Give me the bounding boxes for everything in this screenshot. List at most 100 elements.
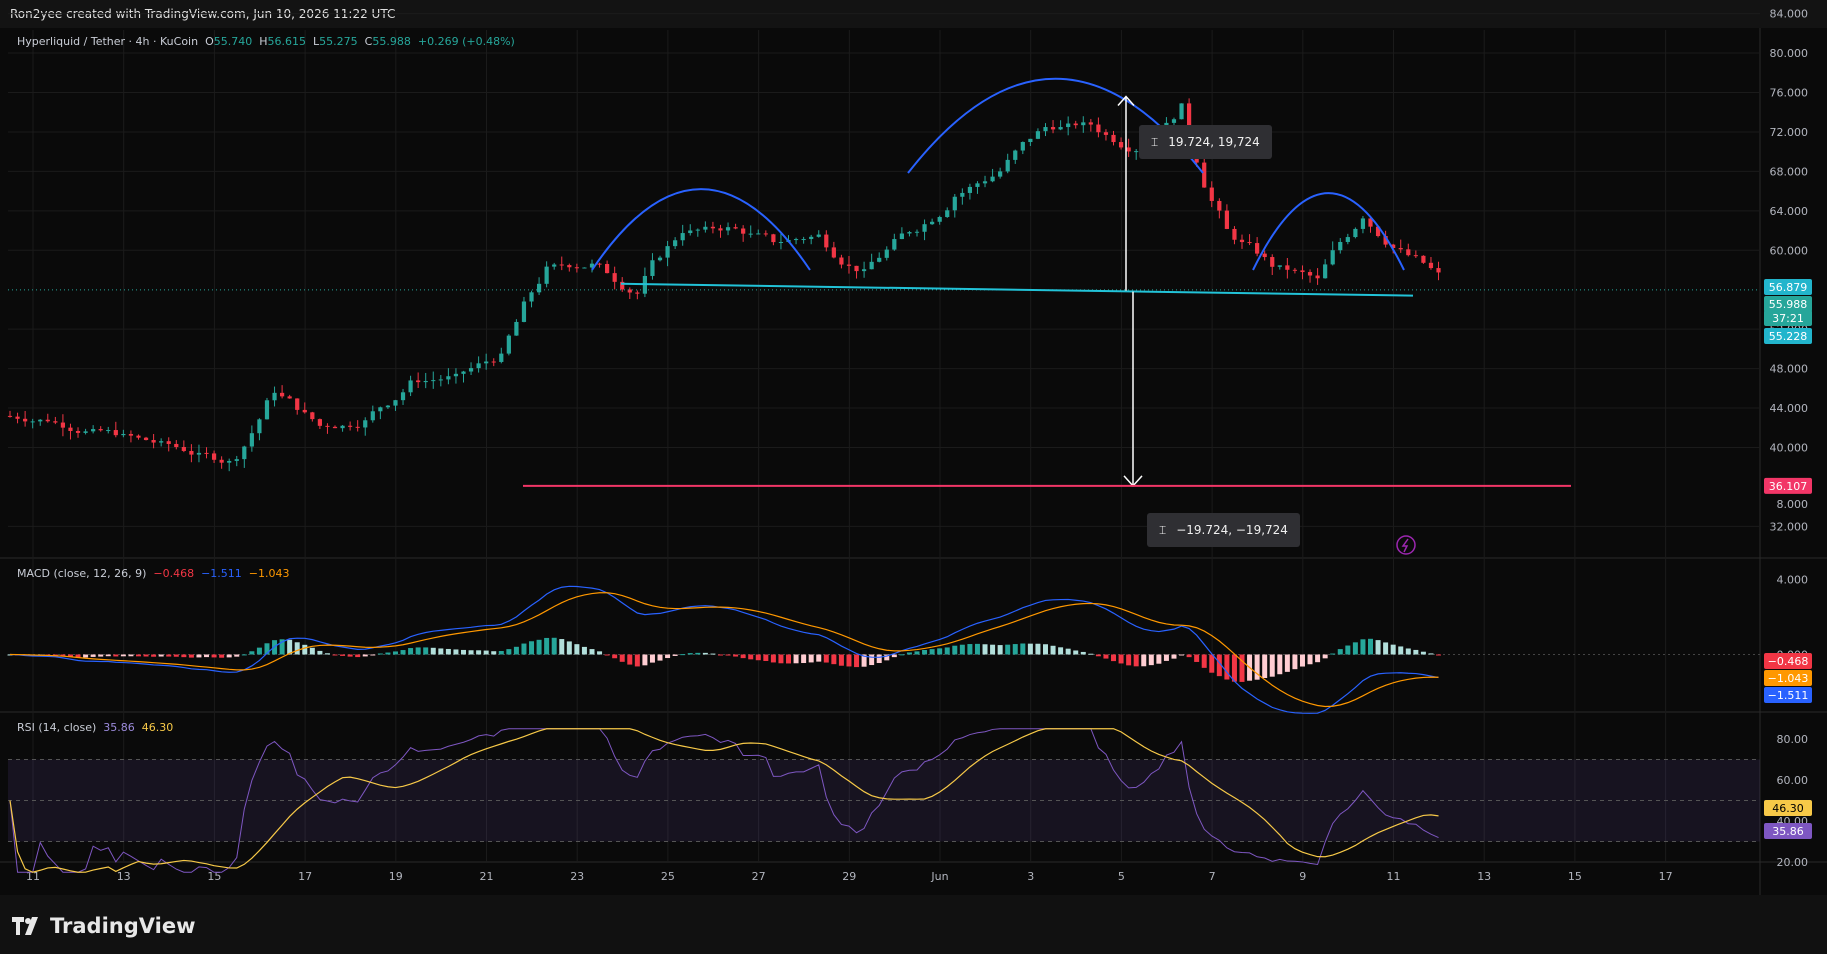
macd-histogram-bar <box>1179 654 1185 656</box>
macd-histogram-bar <box>778 654 784 664</box>
macd-histogram-bar <box>309 647 315 655</box>
time-tick-label: 17 <box>298 870 312 883</box>
candle-body <box>521 301 527 322</box>
macd-histogram-bar <box>1398 646 1404 655</box>
macd-histogram-bar <box>1027 643 1033 655</box>
macd-histogram-bar <box>1315 654 1321 663</box>
macd-histogram-bar <box>1436 654 1442 656</box>
candle-body <box>627 289 632 293</box>
macd-histogram-bar <box>642 654 648 666</box>
candle-body <box>1171 119 1177 123</box>
candle-body <box>960 192 965 197</box>
candle-body <box>38 419 43 422</box>
candle-body <box>340 425 345 429</box>
candle-body <box>1179 103 1184 120</box>
time-tick-label: 7 <box>1209 870 1216 883</box>
candle-body <box>1315 275 1320 279</box>
candle-body <box>249 433 254 447</box>
candle-body <box>189 450 194 455</box>
candle-body <box>166 441 171 444</box>
price-tick-label: 44.000 <box>1770 402 1809 415</box>
candle-body <box>1066 123 1071 128</box>
macd-histogram-bar <box>256 647 262 655</box>
candle-body <box>1368 218 1373 227</box>
candle-body <box>1262 253 1267 258</box>
macd-histogram-bar <box>838 654 844 666</box>
high-value: 56.615 <box>267 35 307 48</box>
candle-body <box>1323 264 1328 279</box>
candle-body <box>295 398 300 410</box>
rsi-tag-rsi-bg <box>1764 823 1812 839</box>
candle-body <box>91 429 96 432</box>
macd-histogram-bar <box>1065 648 1071 655</box>
candle-body <box>1307 272 1313 276</box>
candle-body <box>257 419 262 434</box>
measure-up-label[interactable]: ⌶ 19.724, 19,724 <box>1139 125 1272 159</box>
macd-histogram-bar <box>816 654 822 662</box>
tradingview-logo[interactable]: TradingView <box>12 914 195 938</box>
macd-histogram-bar <box>846 654 852 667</box>
macd-histogram-bar <box>445 648 451 655</box>
macd-histogram-bar <box>702 652 708 655</box>
macd-tag-macd-text: −1.511 <box>1768 689 1809 702</box>
candle-body <box>982 181 988 184</box>
candle-body <box>143 437 149 441</box>
macd-histogram-bar <box>249 651 255 655</box>
macd-histogram-bar <box>1239 654 1245 682</box>
macd-tick-label: 4.000 <box>1777 573 1809 586</box>
candle-body <box>741 228 746 234</box>
macd-histogram-bar <box>173 654 179 657</box>
alert-icon-bolt <box>1401 538 1409 553</box>
candle-body <box>756 233 761 235</box>
macd-histogram-bar <box>219 654 225 658</box>
symbol-name: Hyperliquid / Tether · 4h · KuCoin <box>17 35 199 48</box>
time-tick-label: 5 <box>1118 870 1125 883</box>
candle-body <box>1300 270 1305 273</box>
macd-histogram-bar <box>143 654 149 657</box>
price-tick-label: 84.000 <box>1770 8 1809 21</box>
candle-body <box>113 430 118 436</box>
macd-histogram-bar <box>733 654 739 657</box>
macd-histogram-bar <box>944 647 950 655</box>
macd-histogram-bar <box>1163 654 1169 661</box>
macd-histogram-bar <box>1254 654 1260 680</box>
macd-histogram-bar <box>581 646 587 655</box>
candle-body <box>809 236 814 240</box>
macd-histogram-bar <box>725 654 731 656</box>
candle-body <box>536 283 542 293</box>
macd-histogram-bar <box>498 651 504 655</box>
candle-body <box>884 249 889 258</box>
macd-histogram-bar <box>823 654 829 663</box>
price-tag-close: 55.988 <box>1764 296 1812 312</box>
macd-histogram-bar <box>559 639 565 655</box>
candle-body <box>1383 236 1388 245</box>
macd-histogram-bar <box>385 652 391 655</box>
macd-histogram-bar <box>710 653 716 655</box>
price-tick-label: 72.000 <box>1770 126 1809 139</box>
time-tick-label: 15 <box>207 870 221 883</box>
macd-histogram-bar <box>974 643 980 655</box>
candle-body <box>922 224 927 232</box>
macd-histogram-bar <box>770 654 776 663</box>
macd-histogram-bar <box>264 643 270 655</box>
macd-histogram-bar <box>793 654 799 664</box>
measure-down-label[interactable]: ⌶ −19.724, −19,724 <box>1147 513 1300 547</box>
candle-body <box>332 426 338 429</box>
macd-histogram-bar <box>1216 654 1222 677</box>
macd-line <box>9 585 1439 714</box>
candle-body <box>620 281 625 290</box>
candle-body <box>567 265 572 268</box>
candle-body <box>204 452 209 454</box>
candle-body <box>287 396 292 399</box>
candle-body <box>1277 265 1282 267</box>
macd-histogram-bar <box>355 654 361 658</box>
candle-body <box>688 230 693 234</box>
candle-body <box>673 240 678 247</box>
candle-body <box>1353 228 1358 238</box>
candle-body <box>937 217 942 222</box>
price-tick-label: 68.000 <box>1770 165 1809 178</box>
candle-body <box>710 226 716 229</box>
macd-histogram-bar <box>1073 650 1079 655</box>
macd-histogram-bar <box>377 653 383 655</box>
